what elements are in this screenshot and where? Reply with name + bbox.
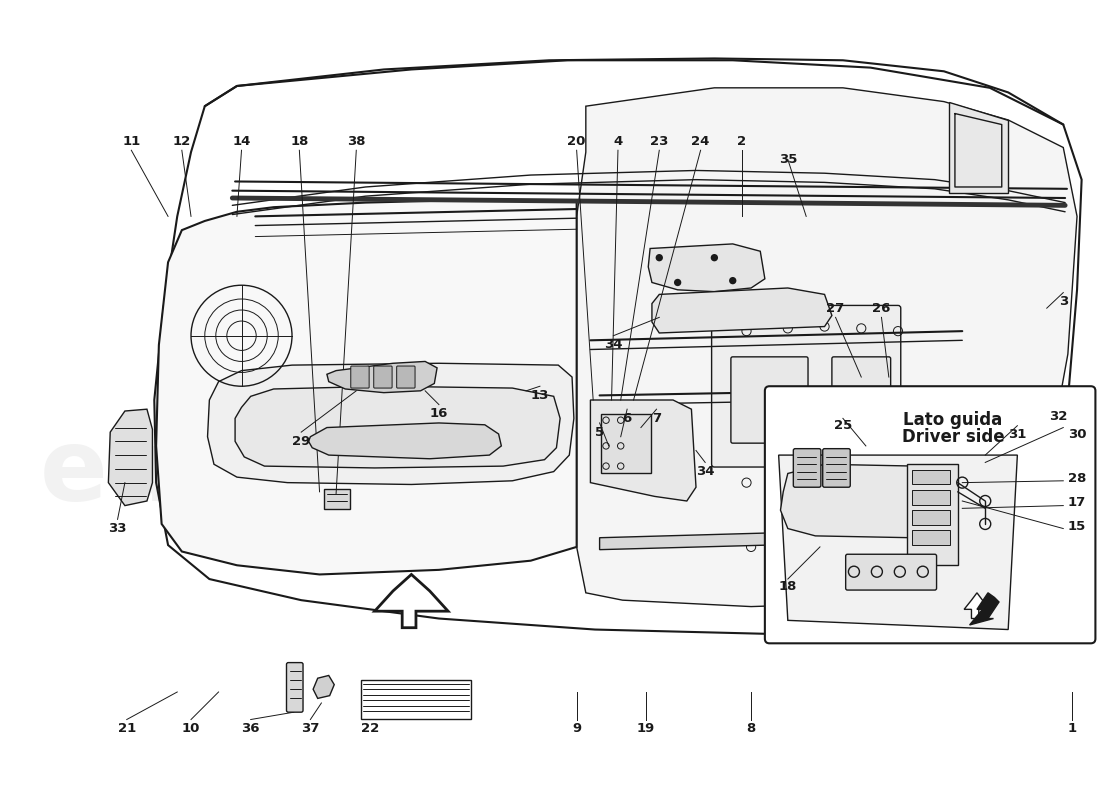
Polygon shape (208, 363, 574, 485)
Polygon shape (652, 288, 832, 333)
Text: eurospares: eurospares (41, 425, 672, 522)
Text: 16: 16 (430, 407, 448, 420)
Text: 29: 29 (293, 435, 310, 448)
FancyBboxPatch shape (764, 386, 1096, 643)
Polygon shape (109, 409, 153, 506)
FancyBboxPatch shape (286, 662, 302, 712)
Text: 32: 32 (1049, 410, 1068, 423)
Text: 14: 14 (232, 134, 251, 147)
Polygon shape (781, 464, 939, 538)
Polygon shape (314, 675, 334, 698)
Text: 38: 38 (346, 134, 365, 147)
Text: 9: 9 (572, 722, 581, 735)
FancyBboxPatch shape (601, 414, 651, 474)
Text: 24: 24 (692, 134, 710, 147)
Text: 19: 19 (637, 722, 654, 735)
Text: 4: 4 (614, 134, 623, 147)
Text: 15: 15 (1068, 520, 1086, 534)
Text: 5: 5 (595, 426, 604, 438)
Text: 7: 7 (652, 412, 661, 425)
Polygon shape (576, 88, 1077, 606)
Polygon shape (308, 423, 502, 458)
Text: 22: 22 (361, 722, 379, 735)
Text: a passion for parts: a passion for parts (249, 510, 611, 547)
Text: 2: 2 (737, 134, 747, 147)
Text: 37: 37 (301, 722, 320, 735)
Text: 10: 10 (182, 722, 200, 735)
Text: 26: 26 (872, 302, 891, 314)
Polygon shape (648, 244, 764, 292)
Text: 18: 18 (779, 580, 798, 593)
FancyBboxPatch shape (846, 554, 936, 590)
Text: 31: 31 (1009, 428, 1026, 442)
Text: 13: 13 (530, 389, 549, 402)
Polygon shape (779, 455, 1018, 630)
FancyBboxPatch shape (823, 449, 850, 487)
Text: 12: 12 (173, 134, 191, 147)
Text: 30: 30 (1068, 428, 1087, 442)
Circle shape (656, 254, 663, 262)
Polygon shape (948, 102, 1009, 194)
Polygon shape (600, 529, 925, 550)
FancyBboxPatch shape (712, 306, 901, 467)
Text: 28: 28 (1068, 473, 1086, 486)
FancyBboxPatch shape (361, 680, 471, 718)
Circle shape (729, 277, 736, 284)
FancyBboxPatch shape (912, 530, 950, 545)
Text: 6: 6 (623, 412, 631, 425)
Text: 18: 18 (290, 134, 308, 147)
Text: 23: 23 (650, 134, 669, 147)
FancyBboxPatch shape (397, 366, 415, 388)
Text: 11: 11 (122, 134, 141, 147)
FancyBboxPatch shape (912, 490, 950, 505)
Polygon shape (591, 400, 696, 501)
Text: 1: 1 (1068, 722, 1077, 735)
Text: 3: 3 (1058, 295, 1068, 308)
Circle shape (1020, 409, 1034, 424)
Text: 8: 8 (747, 722, 756, 735)
FancyBboxPatch shape (374, 366, 392, 388)
Polygon shape (327, 362, 437, 393)
Circle shape (674, 279, 681, 286)
Polygon shape (964, 593, 990, 618)
Polygon shape (154, 58, 1081, 634)
Polygon shape (235, 386, 560, 468)
FancyBboxPatch shape (912, 470, 950, 485)
Text: 27: 27 (826, 302, 845, 314)
FancyBboxPatch shape (351, 366, 370, 388)
FancyBboxPatch shape (912, 510, 950, 525)
Text: 34: 34 (696, 465, 714, 478)
FancyBboxPatch shape (908, 464, 958, 566)
Text: 34: 34 (604, 338, 623, 351)
Text: 17: 17 (1068, 496, 1086, 510)
FancyBboxPatch shape (324, 489, 350, 510)
Polygon shape (969, 593, 999, 625)
Text: 33: 33 (108, 522, 126, 535)
Polygon shape (156, 200, 576, 574)
FancyBboxPatch shape (793, 449, 821, 487)
Text: 21: 21 (118, 722, 136, 735)
Text: Driver side: Driver side (902, 427, 1004, 446)
Text: 20: 20 (568, 134, 586, 147)
Text: 35: 35 (779, 153, 798, 166)
Text: 36: 36 (241, 722, 260, 735)
Polygon shape (375, 574, 448, 628)
FancyBboxPatch shape (730, 357, 808, 443)
Circle shape (711, 254, 718, 262)
FancyBboxPatch shape (832, 357, 891, 443)
Text: 25: 25 (834, 419, 852, 432)
Text: Lato guida: Lato guida (903, 411, 1003, 429)
